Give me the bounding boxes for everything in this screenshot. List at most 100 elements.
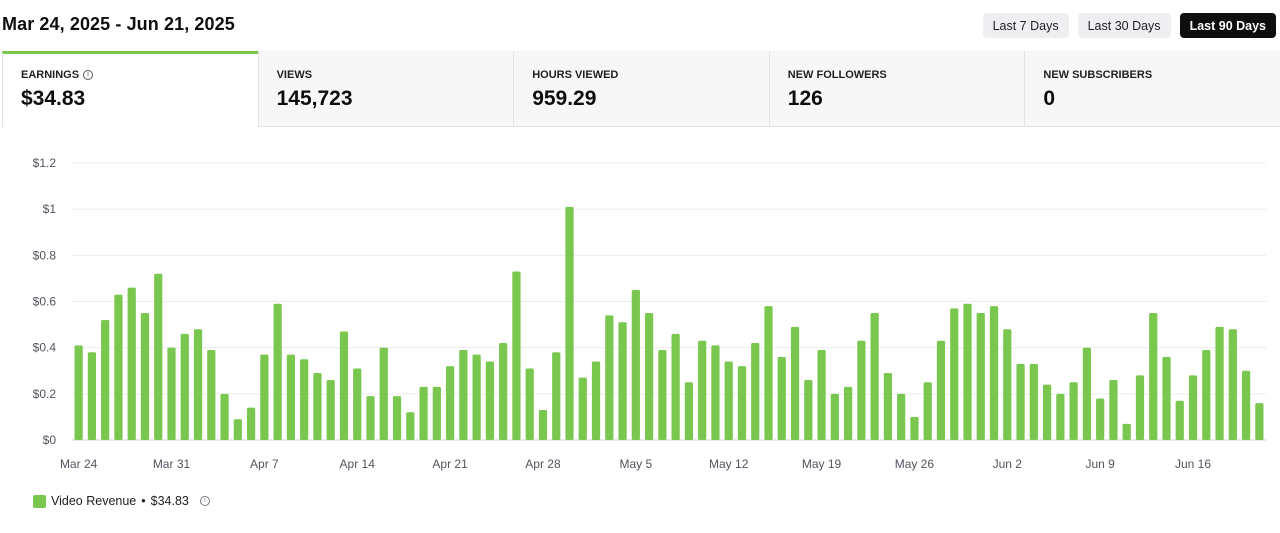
bar[interactable] [1069, 382, 1078, 440]
bar[interactable] [1188, 375, 1198, 440]
info-icon[interactable]: i [83, 70, 94, 80]
bar[interactable] [286, 354, 296, 440]
bar[interactable] [154, 273, 163, 440]
bar[interactable] [193, 329, 203, 440]
bar[interactable] [114, 294, 123, 440]
bar[interactable] [392, 396, 402, 440]
bar[interactable] [1016, 363, 1025, 440]
bar[interactable] [644, 313, 654, 440]
bar[interactable] [565, 206, 574, 440]
bar[interactable] [1162, 356, 1171, 440]
bar[interactable] [525, 368, 534, 440]
bar[interactable] [790, 326, 800, 440]
bar[interactable] [950, 308, 959, 440]
bar[interactable] [1149, 313, 1158, 440]
bar[interactable] [1215, 326, 1224, 440]
bar[interactable] [724, 361, 733, 440]
bar[interactable] [220, 393, 229, 440]
bar[interactable] [910, 416, 919, 440]
bar[interactable] [618, 322, 627, 440]
bar[interactable] [459, 349, 468, 440]
bar[interactable] [777, 356, 786, 440]
bar[interactable] [631, 289, 640, 440]
bar[interactable] [167, 347, 176, 440]
metric-tab-hours-viewed[interactable]: HOURS VIEWED 959.29 [513, 51, 769, 127]
last-7-days-button[interactable]: Last 7 Days [982, 13, 1069, 38]
bar[interactable] [989, 306, 999, 440]
bar[interactable] [1056, 393, 1065, 440]
bar[interactable] [870, 313, 879, 440]
bar[interactable] [883, 373, 893, 440]
bar[interactable] [313, 373, 322, 440]
bar[interactable] [1029, 363, 1038, 440]
bar[interactable] [976, 313, 985, 440]
bar[interactable] [923, 382, 932, 440]
bar[interactable] [711, 345, 720, 440]
bar[interactable] [936, 340, 946, 440]
legend-swatch[interactable] [33, 494, 46, 508]
bar[interactable] [857, 340, 866, 440]
bar[interactable] [499, 343, 508, 440]
metric-tab-views[interactable]: VIEWS 145,723 [257, 51, 514, 127]
bar[interactable] [339, 331, 349, 440]
last-90-days-button[interactable]: Last 90 Days [1179, 13, 1276, 38]
bar[interactable] [1042, 384, 1052, 440]
bar[interactable] [101, 319, 110, 440]
bar[interactable] [472, 354, 481, 440]
bar[interactable] [804, 379, 813, 440]
bar[interactable] [406, 412, 415, 440]
bar[interactable] [445, 366, 455, 440]
bar[interactable] [1003, 329, 1012, 440]
bar[interactable] [698, 340, 707, 440]
bar[interactable] [273, 303, 282, 440]
bar[interactable] [578, 377, 587, 440]
bar[interactable] [1228, 329, 1237, 440]
bar[interactable] [963, 303, 972, 440]
bar[interactable] [419, 386, 428, 440]
last-30-days-button[interactable]: Last 30 Days [1077, 13, 1171, 38]
bar[interactable] [300, 359, 309, 440]
bar[interactable] [207, 349, 216, 440]
bar[interactable] [432, 386, 441, 440]
bar[interactable] [260, 354, 269, 440]
metric-tab-new-followers[interactable]: NEW FOLLOWERS 126 [768, 51, 1025, 127]
metric-tab-earnings[interactable]: EARNINGS i $34.83 [2, 51, 258, 127]
bar[interactable] [1122, 423, 1131, 440]
bar[interactable] [512, 271, 521, 440]
bar[interactable] [74, 345, 83, 440]
bar[interactable] [1096, 398, 1105, 440]
metric-tab-new-subscribers[interactable]: NEW SUBSCRIBERS 0 [1024, 51, 1280, 127]
bar[interactable] [366, 396, 375, 440]
bar[interactable] [1241, 370, 1251, 440]
bar[interactable] [1175, 400, 1184, 440]
bar[interactable] [605, 315, 614, 440]
bar[interactable] [127, 287, 136, 440]
bar[interactable] [1135, 375, 1145, 440]
bar[interactable] [140, 313, 150, 440]
bar[interactable] [817, 349, 826, 440]
bar[interactable] [764, 306, 773, 440]
bar[interactable] [87, 352, 97, 440]
bar[interactable] [1255, 403, 1264, 440]
bar[interactable] [671, 333, 680, 440]
bar[interactable] [684, 382, 694, 440]
bar[interactable] [658, 349, 667, 440]
bar[interactable] [751, 343, 760, 440]
bar[interactable] [591, 361, 601, 440]
bar[interactable] [326, 379, 335, 440]
bar[interactable] [180, 333, 189, 440]
bar[interactable] [485, 361, 495, 440]
bar[interactable] [379, 347, 388, 440]
bar[interactable] [353, 368, 362, 440]
bar[interactable] [830, 393, 839, 440]
bar[interactable] [233, 419, 242, 440]
bar[interactable] [1082, 347, 1092, 440]
bar[interactable] [1202, 349, 1211, 440]
bar[interactable] [538, 409, 548, 440]
bar[interactable] [897, 393, 906, 440]
bar[interactable] [1109, 379, 1118, 440]
bar[interactable] [843, 386, 853, 440]
info-icon[interactable]: i [199, 496, 210, 506]
bar[interactable] [552, 352, 561, 440]
bar[interactable] [737, 366, 747, 440]
